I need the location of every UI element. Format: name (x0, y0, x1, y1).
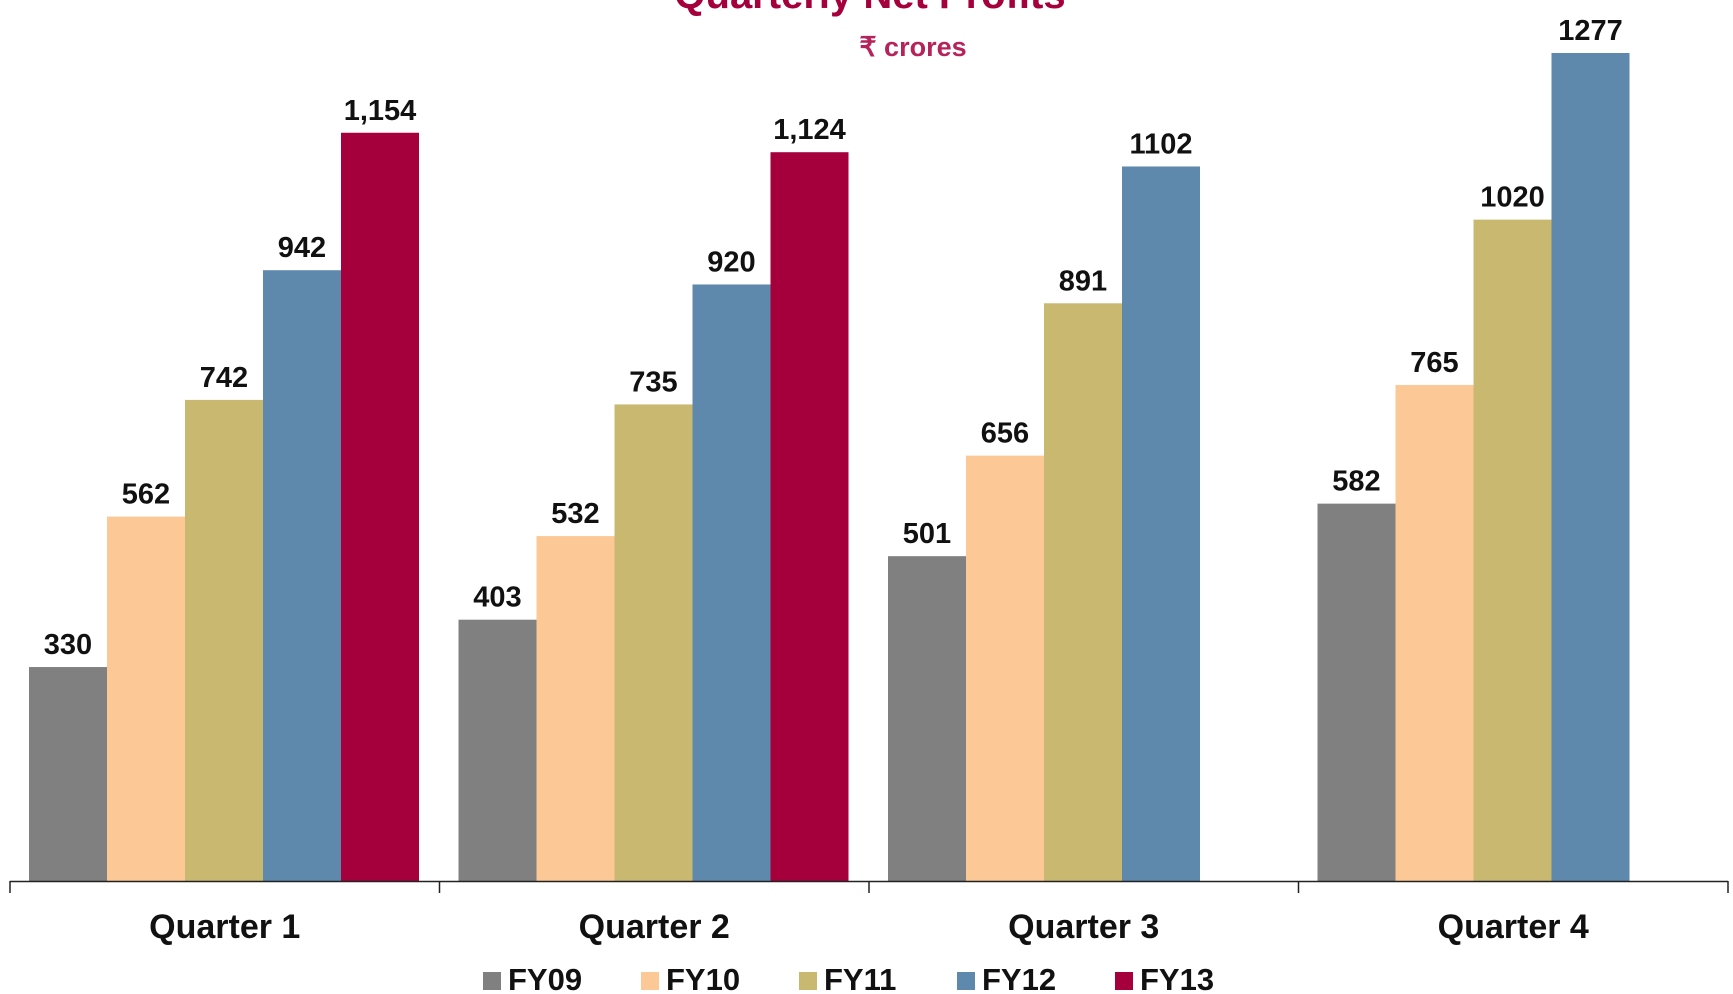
legend-swatch-fy09 (483, 972, 501, 990)
chart-subtitle: ₹ crores (859, 32, 966, 62)
bar-fy09-quarter-3 (888, 556, 966, 881)
bar-fy12-quarter-3 (1122, 166, 1200, 882)
bar-fy11-quarter-4 (1473, 219, 1552, 881)
data-label-fy10-quarter-1: 562 (122, 479, 170, 511)
data-labels-group: 330 562 742 942 1,154 403 532 735 920 1,124 501 656… (44, 15, 1623, 661)
data-label-fy09-quarter-2: 403 (473, 582, 521, 614)
legend-swatch-fy13 (1115, 972, 1133, 990)
bar-fy11-quarter-1 (185, 399, 263, 881)
legend-label-fy09: FY09 (508, 962, 582, 994)
bar-fy12-quarter-2 (692, 284, 771, 881)
data-label-fy09-quarter-3: 501 (903, 518, 951, 550)
data-label-fy10-quarter-3: 656 (981, 418, 1029, 450)
bar-fy09-quarter-4 (1317, 503, 1396, 881)
legend-swatch-fy11 (799, 972, 817, 990)
legend-swatch-fy10 (641, 972, 659, 990)
legend-swatch-fy12 (957, 972, 975, 990)
bar-fy13-quarter-1 (341, 132, 419, 881)
bar-fy09-quarter-1 (29, 667, 107, 881)
legend-label-fy10: FY10 (666, 962, 740, 994)
bar-fy11-quarter-2 (614, 404, 693, 881)
data-label-fy13-quarter-2: 1,124 (773, 114, 846, 146)
data-label-fy12-quarter-2: 920 (707, 246, 755, 278)
bar-fy10-quarter-2 (536, 536, 615, 881)
data-label-fy13-quarter-1: 1,154 (344, 95, 417, 127)
data-label-fy11-quarter-1: 742 (200, 362, 248, 394)
x-tick-label-quarter-3: Quarter 3 (1008, 908, 1159, 946)
data-label-fy09-quarter-4: 582 (1332, 466, 1380, 498)
bar-fy13-quarter-2 (770, 152, 849, 881)
legend-label-fy13: FY13 (1140, 962, 1214, 994)
x-tick-label-quarter-1: Quarter 1 (149, 908, 300, 946)
data-label-fy11-quarter-2: 735 (629, 366, 677, 398)
data-label-fy11-quarter-4: 1020 (1480, 182, 1545, 214)
legend-label-fy11: FY11 (824, 962, 896, 994)
bar-fy12-quarter-4 (1551, 53, 1630, 881)
legend: FY09 FY10 FY11 FY12 FY13 (483, 962, 1214, 994)
bar-fy10-quarter-1 (107, 516, 185, 881)
data-label-fy12-quarter-1: 942 (278, 232, 326, 264)
x-tick-label-quarter-2: Quarter 2 (579, 908, 730, 946)
bar-fy10-quarter-3 (966, 455, 1044, 881)
data-label-fy12-quarter-4: 1277 (1558, 15, 1623, 47)
data-label-fy11-quarter-3: 891 (1059, 265, 1107, 297)
bar-fy10-quarter-4 (1395, 384, 1474, 881)
bar-fy11-quarter-3 (1044, 303, 1122, 881)
bars-group (29, 53, 1630, 882)
data-label-fy09-quarter-1: 330 (44, 629, 92, 661)
data-label-fy12-quarter-3: 1102 (1130, 128, 1193, 160)
legend-label-fy12: FY12 (982, 962, 1056, 994)
data-label-fy10-quarter-2: 532 (551, 498, 599, 530)
data-label-fy10-quarter-4: 765 (1410, 347, 1458, 379)
x-axis: Quarter 1 Quarter 2 Quarter 3 Quarter 4 (9, 880, 1729, 946)
chart-title: Quarterly Net Profits (674, 0, 1065, 17)
x-tick-label-quarter-4: Quarter 4 (1438, 908, 1589, 946)
bar-fy09-quarter-2 (458, 619, 537, 881)
bar-fy12-quarter-1 (263, 270, 341, 881)
